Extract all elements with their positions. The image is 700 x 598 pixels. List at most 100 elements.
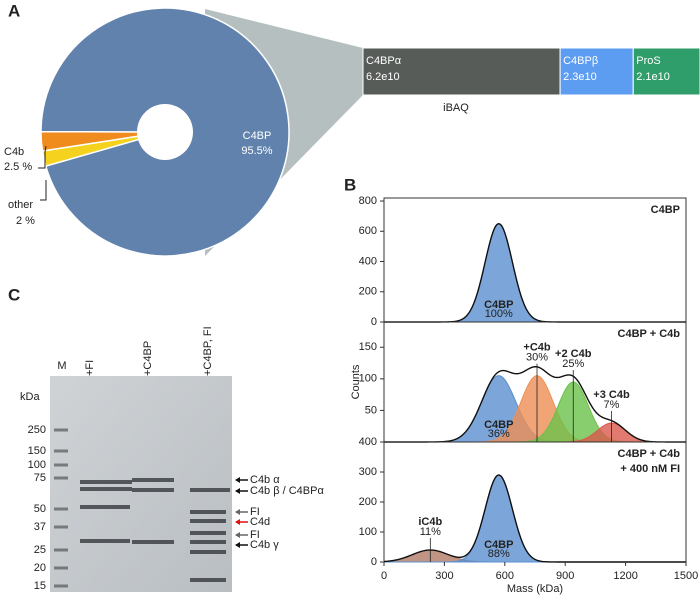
peak-name: +3 C4b	[593, 389, 630, 401]
ladder-band	[54, 525, 68, 529]
peak-name: C4BP	[484, 299, 513, 311]
lane-label: +C4BP	[142, 341, 154, 376]
ladder-band	[54, 463, 68, 467]
ladder-band	[54, 449, 68, 453]
y-tick-label: 400	[359, 255, 377, 267]
slice-value: 2.5 %	[4, 161, 32, 173]
slice-value: 95.5%	[241, 145, 272, 157]
lane-label: M	[57, 360, 66, 372]
band-annotation: FI	[250, 529, 260, 541]
y-tick-label: 600	[359, 225, 377, 237]
arrow-head	[235, 488, 240, 494]
fit-component	[384, 223, 686, 323]
fit-sum	[384, 222, 686, 323]
gel	[50, 376, 232, 592]
ladder-band	[54, 476, 68, 480]
band-annotation: C4d	[250, 516, 270, 528]
y-tick-label: 200	[359, 286, 377, 298]
ladder-label: 150	[28, 445, 46, 457]
gel-band	[190, 531, 226, 535]
peak-percent: 11%	[420, 526, 441, 538]
ladder-band	[54, 566, 68, 570]
y-tick-label: 50	[365, 404, 377, 416]
band-annotation: C4b α	[250, 474, 280, 486]
y-tick-label: 0	[371, 556, 377, 568]
gel-band	[132, 540, 174, 544]
y-tick-label: 100	[359, 373, 377, 385]
peak-name: +C4b	[523, 342, 550, 354]
gel-band	[132, 478, 174, 482]
segment-label: C4BPα	[366, 55, 402, 67]
band-annotation: C4b β / C4BPα	[250, 485, 324, 497]
gel-band	[190, 540, 226, 544]
panel-label: C	[8, 285, 20, 304]
segment-value: 6.2e10	[366, 71, 400, 83]
x-tick-label: 600	[496, 570, 514, 582]
slice-label: C4b	[4, 146, 24, 158]
ladder-label: 20	[34, 562, 46, 574]
x-axis-label: Mass (kDa)	[507, 583, 563, 595]
peak-percent: 7%	[604, 399, 620, 411]
lane-label: +C4BP, FI	[202, 326, 214, 376]
y-tick-label: 150	[359, 341, 377, 353]
panel-label: A	[8, 1, 20, 20]
band-annotation: C4b γ	[250, 539, 279, 551]
slice-label: other	[8, 199, 33, 211]
leader	[40, 180, 47, 201]
peak-name: iC4b	[418, 516, 442, 528]
peak-name: C4BP	[484, 539, 513, 551]
arrow-head	[235, 532, 240, 538]
ladder-label: 50	[34, 503, 46, 515]
segment-label: C4BPβ	[563, 55, 598, 67]
y-axis-label: Counts	[350, 364, 362, 399]
y-tick-label: 0	[371, 316, 377, 328]
peak-percent: 100%	[485, 308, 513, 320]
band-annotation: FI	[250, 506, 260, 518]
peak-percent: 30%	[526, 352, 548, 364]
y-tick-label: 400	[359, 436, 377, 448]
x-tick-label: 900	[556, 570, 574, 582]
plot-frame	[383, 441, 687, 563]
y-tick-label: 800	[359, 195, 377, 207]
fit-sum	[383, 474, 686, 563]
y-tick-label: 100	[359, 526, 377, 538]
ladder-band	[54, 507, 68, 511]
panel-title: + 400 nM FI	[620, 463, 680, 475]
bar-segment	[362, 47, 561, 96]
y-tick-label: 200	[359, 496, 377, 508]
unit-label: kDa	[20, 391, 40, 403]
bar-segment	[559, 47, 634, 96]
gel-band	[80, 487, 132, 491]
gel-band	[80, 539, 130, 543]
panel-title: C4BP	[651, 204, 680, 216]
ladder-band	[54, 584, 68, 588]
slice-value: 2 %	[16, 215, 35, 227]
gel-band	[190, 550, 226, 554]
peak-name: +2 C4b	[555, 348, 592, 360]
arrow-head	[235, 542, 240, 548]
gel-band	[190, 519, 226, 523]
panel-title: C4BP + C4b	[618, 328, 681, 340]
slice-label: C4BP	[243, 130, 272, 142]
axis-label: iBAQ	[443, 102, 469, 114]
segment-label: ProS	[636, 55, 660, 67]
panel-title: C4BP + C4b	[618, 448, 681, 460]
segment-value: 2.1e10	[636, 71, 670, 83]
gel-band	[80, 480, 132, 484]
ladder-band	[54, 548, 68, 552]
plot-frame	[383, 197, 687, 323]
peak-percent: 25%	[562, 358, 584, 370]
segment-value: 2.3e10	[563, 71, 597, 83]
ladder-label: 37	[34, 521, 46, 533]
peak-percent: 36%	[488, 428, 510, 440]
panel-label: B	[344, 175, 356, 194]
gel-band	[190, 510, 226, 514]
x-tick-label: 1500	[674, 570, 698, 582]
leader	[38, 145, 47, 169]
x-tick-label: 0	[381, 570, 387, 582]
arrow-head	[235, 477, 240, 483]
ladder-band	[54, 428, 68, 432]
gel-band	[190, 578, 226, 582]
x-tick-label: 1200	[613, 570, 637, 582]
